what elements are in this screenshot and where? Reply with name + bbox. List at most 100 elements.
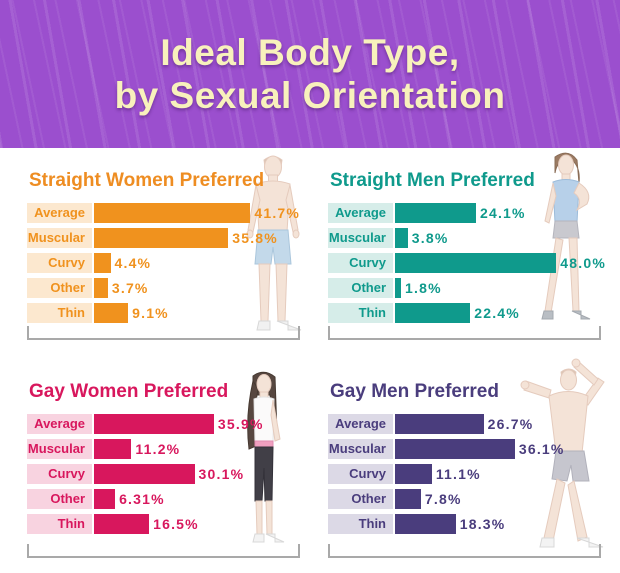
category-label: Thin [27, 514, 92, 534]
bar-row: Thin 9.1% [27, 303, 300, 323]
bar-chart: Average 26.7% Muscular 36.1% Curvy 11.1% Other… [328, 414, 601, 539]
bar [395, 439, 515, 459]
bar [395, 489, 421, 509]
bar [395, 253, 557, 273]
bar-chart: Average 24.1% Muscular 3.8% Curvy 48.0% Other 1… [328, 203, 605, 328]
category-label: Average [27, 414, 92, 434]
category-label: Thin [328, 514, 393, 534]
category-label: Muscular [27, 228, 92, 248]
page-title: Ideal Body Type, by Sexual Orientation [115, 31, 506, 118]
bar [94, 253, 111, 273]
panel-title: Gay Men Preferred [330, 381, 499, 402]
category-label: Muscular [27, 439, 92, 459]
category-label: Average [27, 203, 92, 223]
value-label: 26.7% [487, 416, 534, 432]
bar-row: Curvy 48.0% [328, 253, 605, 273]
category-label: Curvy [328, 253, 393, 273]
value-label: 18.3% [459, 516, 506, 532]
shirtless-man-figure-illustration [235, 154, 311, 349]
bar-row: Thin 16.5% [27, 514, 300, 534]
bar-row: Other 3.7% [27, 278, 300, 298]
bar-row: Thin 22.4% [328, 303, 601, 323]
woman-hand-on-hip-figure-illustration [524, 151, 606, 350]
title-line-1: Ideal Body Type, [160, 31, 460, 73]
bar [94, 464, 195, 484]
value-label: 9.1% [132, 305, 169, 321]
category-label: Curvy [328, 464, 393, 484]
value-label: 16.5% [153, 516, 199, 532]
bar-chart: Average 41.7% Muscular 35.8% Curvy 4.4% Other 3… [27, 203, 300, 328]
panel-title: Straight Men Preferred [330, 170, 535, 191]
category-label: Muscular [328, 439, 393, 459]
bar-chart: Average 35.9% Muscular 11.2% Curvy 30.1% Other… [27, 414, 300, 539]
bar [94, 514, 150, 534]
value-label: 48.0% [560, 255, 606, 271]
bar-row: Average 41.7% [27, 203, 300, 223]
category-label: Other [27, 278, 92, 298]
category-label: Curvy [27, 464, 92, 484]
bar [94, 278, 108, 298]
bar-row: Other 6.31% [27, 489, 300, 509]
bar [94, 228, 229, 248]
panel-straight-women: Straight Women Preferred Average 41.7% Mus… [27, 155, 302, 340]
woman-long-hair-figure-illustration [227, 371, 301, 552]
value-label: 22.4% [474, 305, 520, 321]
value-label: 3.8% [411, 230, 449, 246]
value-label: 4.4% [114, 255, 152, 271]
bottom-bracket [27, 326, 300, 340]
bar [94, 489, 116, 509]
bar-row: Muscular 11.2% [27, 439, 300, 459]
category-label: Average [328, 203, 393, 223]
value-label: 30.1% [198, 466, 245, 482]
panel-gay-men: Gay Men Preferred Average 26.7% Muscular 36… [328, 358, 605, 558]
value-label: 1.8% [405, 280, 442, 296]
value-label: 36.1% [518, 441, 565, 457]
value-label: 3.7% [111, 280, 149, 296]
bar-row: Average 35.9% [27, 414, 300, 434]
title-line-2: by Sexual Orientation [114, 75, 506, 116]
bar-row: Curvy 11.1% [328, 464, 601, 484]
value-label: 35.9% [217, 416, 264, 432]
bar-row: Thin 18.3% [328, 514, 601, 534]
bar [395, 464, 432, 484]
bar-row: Average 26.7% [328, 414, 601, 434]
panel-title: Straight Women Preferred [29, 170, 265, 191]
bar [395, 203, 476, 223]
bar-row: Average 24.1% [328, 203, 601, 223]
panel-title: Gay Women Preferred [29, 381, 229, 402]
category-label: Other [328, 489, 393, 509]
bar [94, 439, 132, 459]
value-label: 11.1% [435, 466, 481, 482]
bar [395, 303, 471, 323]
category-label: Other [328, 278, 393, 298]
bottom-bracket [328, 326, 601, 340]
bar [395, 414, 484, 434]
bottom-bracket [27, 544, 300, 558]
bar-row: Curvy 4.4% [27, 253, 300, 273]
value-label: 7.8% [424, 491, 462, 507]
bar-row: Curvy 30.1% [27, 464, 300, 484]
bar-row: Muscular 36.1% [328, 439, 601, 459]
category-label: Thin [328, 303, 393, 323]
bar [94, 414, 214, 434]
category-label: Other [27, 489, 92, 509]
bar-row: Other 7.8% [328, 489, 601, 509]
value-label: 24.1% [479, 205, 526, 221]
bar-row: Muscular 3.8% [328, 228, 601, 248]
panel-gay-women: Gay Women Preferred Average 35.9% Muscular… [27, 368, 300, 558]
bar-row: Muscular 35.8% [27, 228, 300, 248]
category-label: Average [328, 414, 393, 434]
value-label: 6.31% [119, 491, 165, 507]
bar-row: Other 1.8% [328, 278, 601, 298]
bar [395, 278, 402, 298]
bar [395, 514, 456, 534]
bottom-bracket [328, 544, 601, 558]
value-label: 11.2% [135, 441, 181, 457]
value-label: 41.7% [254, 205, 301, 221]
bodybuilder-figure-illustration [516, 358, 616, 565]
bar [94, 303, 129, 323]
category-label: Curvy [27, 253, 92, 273]
bar [395, 228, 408, 248]
bar [94, 203, 251, 223]
